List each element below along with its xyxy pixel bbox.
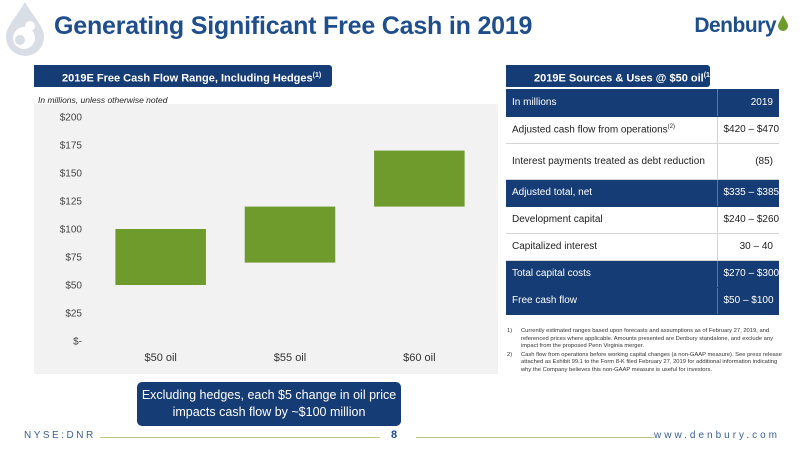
table-header-row: In millions 2019: [506, 89, 779, 117]
chart-banner: 2019E Free Cash Flow Range, Including He…: [34, 65, 332, 87]
row-label: Interest payments treated as debt reduct…: [506, 143, 717, 180]
y-tick-label: $75: [65, 253, 82, 264]
brand-logo: Denbury: [694, 14, 788, 38]
footnote: 1) Currently estimated ranges based upon…: [507, 328, 783, 351]
row-value: $240 – $260: [716, 206, 779, 234]
row-label: Adjusted total, net: [506, 179, 717, 207]
row-label: Development capital: [506, 206, 717, 234]
callout-line-2: impacts cash flow by ~$100 million: [172, 405, 366, 419]
table-row: Total capital costs $270 – $300: [506, 260, 779, 288]
footnote: 2) Cash flow from operations before work…: [507, 352, 783, 375]
y-tick-label: $25: [65, 309, 82, 320]
free-cash-flow-chart: $- $25 $50 $75 $100 $125 $150 $175 $200 $50 oil $5…: [60, 113, 465, 364]
table-banner: 2019E Sources & Uses @ $50 oil(1): [506, 65, 713, 87]
page-title: Generating Significant Free Cash in 2019: [54, 12, 533, 40]
footer-ticker: NYSE:DNR: [24, 430, 96, 441]
range-bar: [244, 206, 336, 263]
y-tick-label: $150: [60, 169, 83, 180]
chart-panel: $- $25 $50 $75 $100 $125 $150 $175 $200 $50 oil $5…: [34, 104, 498, 374]
row-value: $270 – $300: [716, 260, 779, 288]
x-category-label: $50 oil: [144, 352, 176, 364]
table-row: Capitalized interest 30 – 40: [506, 233, 779, 261]
table-row: Adjusted cash flow from operations(2) $4…: [506, 116, 779, 144]
row-label: Adjusted cash flow from operations(2): [506, 116, 717, 144]
units-note: In millions, unless otherwise noted: [38, 95, 168, 105]
row-value: $335 – $385: [716, 179, 779, 207]
chart-banner-text: 2019E Free Cash Flow Range, Including He…: [62, 72, 313, 85]
table-row: Interest payments treated as debt reduct…: [506, 143, 779, 180]
table-header-label: In millions: [506, 89, 717, 117]
brand-name: Denbury: [694, 14, 776, 37]
row-label: Capitalized interest: [506, 233, 717, 261]
footnote-text: Currently estimated ranges based upon fo…: [521, 328, 774, 350]
range-bar: [374, 150, 465, 207]
y-tick-label: $125: [60, 197, 83, 208]
callout-box: Excluding hedges, each $5 change in oil …: [137, 382, 401, 426]
row-label: Free cash flow: [506, 287, 717, 315]
footer-website-link[interactable]: www.denbury.com: [654, 430, 780, 441]
table-row: Development capital $240 – $260: [506, 206, 779, 234]
row-value: (85): [716, 143, 779, 180]
y-tick-label: $200: [60, 113, 83, 124]
range-bar: [115, 229, 206, 285]
table-banner-sup: (1): [703, 72, 713, 79]
callout-line-1: Excluding hedges, each $5 change in oil …: [141, 388, 397, 402]
y-tick-label: $175: [60, 141, 83, 152]
sources-uses-table: In millions 2019 Adjusted cash flow from…: [506, 89, 779, 315]
footer-divider-left: [100, 437, 380, 438]
footnotes: 1) Currently estimated ranges based upon…: [507, 328, 783, 376]
x-category-label: $55 oil: [274, 352, 306, 364]
table-row: Adjusted total, net $335 – $385: [506, 179, 779, 207]
row-label: Total capital costs: [506, 260, 717, 288]
footnote-text: Cash flow from operations before working…: [521, 351, 782, 373]
footer-divider-right: [416, 437, 654, 438]
y-tick-label: $50: [65, 281, 82, 292]
brand-drop-icon: [778, 15, 788, 31]
y-tick-label: $100: [60, 225, 83, 236]
page-number: 8: [391, 429, 398, 441]
table-row: Free cash flow $50 – $100: [506, 287, 779, 315]
footnote-number: 1): [507, 328, 513, 334]
drop-logo-icon: [6, 2, 44, 56]
table-banner-text: 2019E Sources & Uses @ $50 oil: [534, 72, 704, 85]
footnote-number: 2): [507, 351, 513, 358]
chart-banner-sup: (1): [312, 72, 322, 79]
row-value: $420 – $470: [716, 116, 779, 144]
x-category-label: $60 oil: [403, 352, 435, 364]
y-tick-label: $-: [73, 337, 82, 348]
row-value: 30 – 40: [716, 233, 779, 261]
table-header-value: 2019: [716, 89, 779, 117]
row-value: $50 – $100: [716, 287, 779, 315]
